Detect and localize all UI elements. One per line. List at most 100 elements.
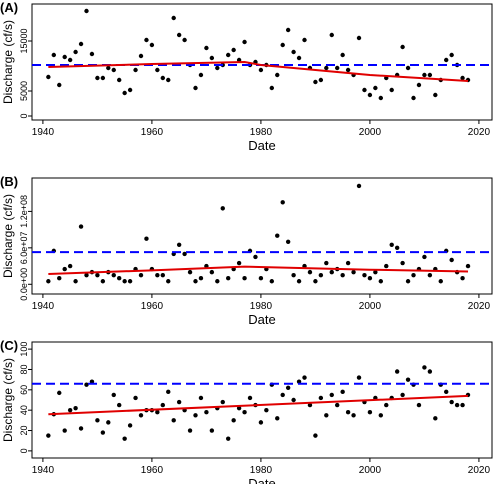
x-tick-label: 1960 <box>141 465 164 476</box>
data-point <box>362 87 367 93</box>
y-tick-label: 60 <box>19 385 29 395</box>
data-point <box>444 57 449 63</box>
data-point <box>356 35 362 41</box>
data-point <box>422 72 427 78</box>
data-point <box>285 27 291 33</box>
data-point <box>422 365 427 370</box>
data-point <box>345 410 351 415</box>
data-point <box>95 272 100 278</box>
y-tick-label: 0 <box>19 113 29 118</box>
data-point <box>166 389 171 395</box>
data-point <box>73 405 78 411</box>
data-point <box>62 54 67 60</box>
x-tick-label: 1940 <box>32 465 55 476</box>
data-point <box>46 433 51 438</box>
data-point <box>433 92 438 98</box>
trend-line <box>48 60 469 82</box>
data-point <box>367 276 373 281</box>
data-point <box>236 405 242 411</box>
data-point <box>78 41 84 47</box>
data-point <box>193 279 198 284</box>
data-point <box>258 420 264 425</box>
data-point <box>264 407 269 413</box>
data-point <box>176 399 182 405</box>
data-point <box>324 65 329 71</box>
data-point <box>117 276 122 281</box>
y-tick-label: 5000 <box>19 81 29 101</box>
data-point <box>127 279 133 284</box>
data-point <box>280 42 285 48</box>
y-axis-label: Discharge (cf/s) <box>1 20 15 104</box>
y-tick-label: 0 <box>19 448 29 453</box>
data-point <box>236 260 242 266</box>
data-point <box>171 418 176 423</box>
data-point <box>57 276 62 281</box>
data-point <box>117 77 122 83</box>
data-point <box>449 399 454 405</box>
y-tick-label: 20 <box>19 426 29 436</box>
data-point <box>405 377 411 382</box>
data-point <box>67 57 73 63</box>
data-point <box>198 72 204 78</box>
data-point <box>465 263 471 269</box>
data-point <box>285 239 291 244</box>
data-point <box>405 279 411 284</box>
data-point <box>106 420 111 425</box>
data-point <box>313 279 318 284</box>
data-point <box>231 47 236 53</box>
data-point <box>340 389 345 395</box>
data-point <box>340 272 345 278</box>
data-point <box>127 87 133 93</box>
data-point <box>193 413 198 418</box>
data-point <box>171 15 176 21</box>
x-tick-label: 1960 <box>141 301 164 312</box>
data-point <box>356 375 362 380</box>
data-point <box>187 269 193 275</box>
y-tick-label: 80 <box>19 364 29 374</box>
data-point <box>275 72 280 78</box>
data-point <box>356 183 362 189</box>
data-point <box>318 272 324 278</box>
data-point <box>198 276 204 281</box>
x-tick-label: 2020 <box>468 127 491 138</box>
data-point <box>258 276 264 281</box>
data-point <box>78 224 84 229</box>
data-point <box>226 52 231 58</box>
data-point <box>438 279 443 284</box>
panel-label: (C) <box>0 338 18 353</box>
data-point <box>198 395 204 401</box>
y-tick-label: 100 <box>19 342 29 357</box>
data-point <box>324 260 329 266</box>
panel-label: (B) <box>0 174 18 189</box>
y-axis-label: Discharge (cf/s) <box>1 358 15 442</box>
data-point <box>111 67 116 73</box>
data-point <box>313 433 318 438</box>
data-point <box>215 65 220 71</box>
data-point <box>416 402 422 408</box>
data-point <box>394 369 400 374</box>
data-point <box>416 82 422 88</box>
data-point <box>318 77 324 83</box>
data-point <box>384 402 389 408</box>
y-tick-label: 6.0e+07 <box>19 231 29 264</box>
x-axis-label: Date <box>248 138 275 153</box>
data-point <box>427 272 433 278</box>
data-point <box>78 426 84 431</box>
data-point <box>345 67 351 73</box>
data-point <box>187 428 193 433</box>
data-point <box>275 416 280 421</box>
data-point <box>155 410 160 415</box>
data-point <box>373 269 378 275</box>
data-point <box>280 392 285 398</box>
data-point <box>378 95 384 101</box>
trend-line <box>48 265 469 275</box>
data-point <box>84 8 89 14</box>
data-point <box>84 382 89 387</box>
data-point <box>95 75 100 81</box>
data-point <box>106 65 111 71</box>
data-point <box>144 236 149 241</box>
data-point <box>335 65 340 71</box>
data-point <box>460 402 465 408</box>
data-point <box>405 65 411 71</box>
data-point <box>182 37 187 43</box>
